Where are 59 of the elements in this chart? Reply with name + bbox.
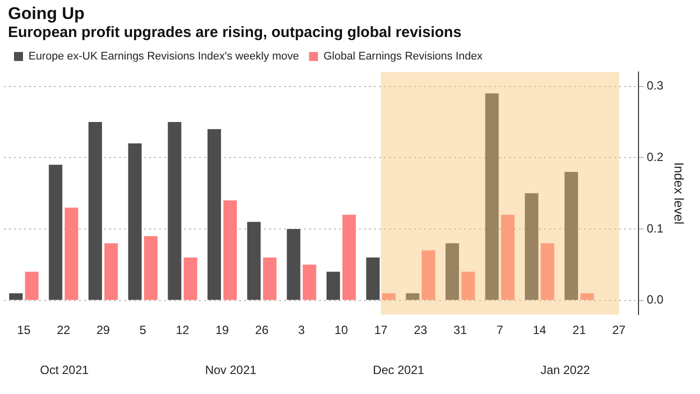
bar <box>184 258 198 300</box>
chart-title: Going Up <box>8 4 86 24</box>
bar <box>286 228 300 300</box>
bar <box>128 143 142 300</box>
bar <box>422 250 436 300</box>
bar <box>302 264 316 300</box>
bar <box>9 293 23 300</box>
bar <box>485 93 499 300</box>
bar <box>25 272 39 300</box>
bar <box>540 243 554 300</box>
bar <box>168 122 182 300</box>
bar <box>48 164 62 300</box>
bar <box>88 122 102 300</box>
legend-label: Global Earnings Revisions Index <box>324 50 483 63</box>
x-tick-label: 15 <box>17 323 31 338</box>
bar <box>64 208 78 300</box>
x-tick-label: 19 <box>216 323 230 338</box>
bar <box>366 258 380 300</box>
bar <box>446 243 460 300</box>
bar <box>564 172 578 300</box>
x-tick-label: 3 <box>298 323 306 338</box>
bar <box>326 272 340 300</box>
x-tick-label: 23 <box>414 323 428 338</box>
x-tick-label: 22 <box>56 323 70 338</box>
x-tick-label: 27 <box>612 323 626 338</box>
text: Jan 2022 <box>540 363 590 377</box>
x-tick-label: 26 <box>255 323 269 338</box>
y-tick-label: 0.0 <box>646 292 664 307</box>
x-tick-label: 17 <box>374 323 388 338</box>
text: Dec 2021 <box>372 363 424 377</box>
bar <box>382 293 396 300</box>
text: Nov 2021 <box>205 363 256 377</box>
y-tick-label: 0.2 <box>646 150 664 164</box>
x-tick-label: 31 <box>454 323 468 338</box>
x-tick-label: 5 <box>140 323 146 338</box>
y-axis-title: Index level <box>672 162 687 224</box>
x-tick-label: 10 <box>334 323 348 338</box>
bar <box>223 200 237 300</box>
x-tick-label: 14 <box>532 323 547 338</box>
bar <box>247 222 261 300</box>
bar <box>263 258 277 300</box>
bar <box>342 214 356 300</box>
y-tick-label: 0.3 <box>646 78 664 93</box>
x-tick-label: 7 <box>496 323 504 338</box>
bar <box>524 193 538 300</box>
bar <box>580 293 594 300</box>
bar <box>501 214 515 300</box>
legend-label: Europe ex-UK Earnings Revisions Index's weekly move <box>28 50 299 63</box>
bar <box>461 272 475 300</box>
bar <box>406 293 420 300</box>
bar <box>208 129 221 300</box>
bar <box>104 243 118 300</box>
chart-subtitle: European profit upgrades are rising, outpacing global revisions <box>8 24 462 41</box>
x-tick-label: 12 <box>176 323 190 338</box>
text: Oct 2021 <box>40 363 89 377</box>
x-tick-label: 29 <box>96 323 110 338</box>
y-tick-label: 0.1 <box>646 221 664 236</box>
bar <box>144 236 158 300</box>
x-tick-label: 21 <box>572 323 586 338</box>
